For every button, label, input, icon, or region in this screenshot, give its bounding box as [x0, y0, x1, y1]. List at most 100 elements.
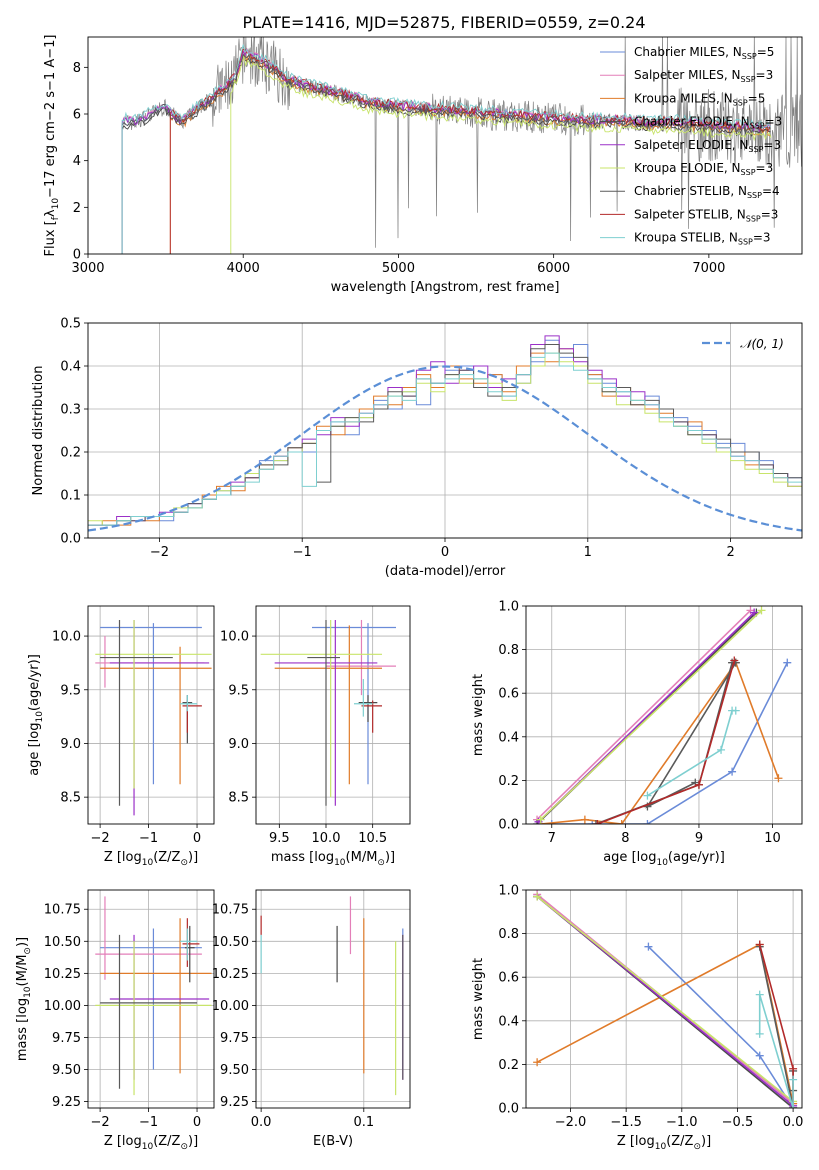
errorbar-marks	[95, 619, 212, 816]
x-label-part: (age/yr)]	[668, 850, 725, 865]
y-tick-label: 1.0	[498, 600, 519, 615]
weight-marker-cm	[728, 767, 737, 776]
y-tick-label: 10.00	[212, 999, 249, 1014]
legend-entry: Chabrier MILES, NSSP=5	[634, 45, 774, 61]
x-tick-label: −2	[91, 831, 110, 846]
y-label-part: ⊙	[23, 947, 33, 955]
y-label-part: mass [log	[15, 998, 30, 1061]
x-tick-label: 0	[441, 545, 449, 560]
x-tick-label: 7	[548, 831, 556, 846]
weight-marker-ss	[593, 820, 602, 824]
y-tick-label: 9.5	[228, 683, 249, 698]
weight-line-km	[536, 943, 794, 1108]
y-tick-label: 0.0	[498, 1102, 519, 1117]
legend-sub: SSP	[741, 168, 756, 177]
legend-entry: Chabrier ELODIE, NSSP=3	[634, 115, 782, 131]
x-axis-label: wavelength [Angstrom, rest frame]	[331, 280, 560, 295]
y-label-part: age [log	[27, 723, 42, 776]
y-tick-label: 0.2	[498, 1058, 519, 1073]
y-tick-label: 8.5	[60, 791, 81, 806]
model-spectrum-ce	[121, 56, 771, 254]
legend-tail: =3	[753, 231, 771, 245]
legend-main: Kroupa ELODIE, N	[634, 161, 741, 175]
spectrum-lines	[121, 37, 802, 254]
legend-tail: =3	[756, 68, 774, 82]
errorbar-marks	[260, 619, 396, 806]
weight-marker-cm	[644, 942, 653, 951]
weight-marker-cm	[643, 820, 652, 824]
legend-tail: =3	[756, 161, 774, 175]
legend-main: Chabrier MILES, N	[634, 45, 742, 59]
mass-age-panel: 9.5 10.0 10.5 8.5 9.0 9.5 10.0 mass [log10(M/M⊙…	[220, 605, 411, 868]
legend-sub: SSP	[750, 122, 765, 131]
y-label-part: f	[51, 216, 61, 220]
x-label-part: ⊙	[180, 858, 188, 868]
x-label-part: 10	[142, 1142, 154, 1152]
y-label-part: ]	[43, 35, 58, 40]
model-spectrum-se	[121, 48, 771, 254]
x-tick-label: 10.5	[358, 831, 387, 846]
y-tick-label: 10.00	[44, 999, 81, 1014]
x-tick-label: 0.0	[251, 1115, 272, 1130]
errorbar-marks	[95, 896, 212, 1096]
legend-entry: Salpeter STELIB, NSSP=3	[634, 207, 778, 223]
legend-entry: Kroupa ELODIE, NSSP=3	[634, 161, 773, 177]
weight-line-ke	[536, 895, 794, 1103]
y-tick-label: 9.5	[60, 683, 81, 698]
x-tick-label: −1	[139, 1115, 158, 1130]
y-tick-label: 10.50	[212, 935, 249, 950]
model-spectrum-km	[169, 52, 771, 254]
x-label-part: Z [log	[104, 1134, 142, 1149]
axes-frame	[87, 322, 803, 539]
x-tick-label: 2	[726, 545, 734, 560]
weight-lines	[533, 606, 792, 824]
y-tick-label: 0.4	[498, 1014, 519, 1029]
weight-line-sm	[536, 609, 752, 821]
legend-main: Salpeter MILES, N	[634, 68, 741, 82]
x-label-part: ⊙	[693, 1142, 701, 1152]
weight-marker-km	[617, 820, 626, 824]
legend-main: Kroupa MILES, N	[634, 91, 733, 105]
metallicity-age-panel: −2 −1 08.59.09.510.0Z [log10(Z/Z⊙)]age [lo…	[27, 605, 215, 868]
y-tick-label: 0.4	[60, 360, 81, 375]
legend-main: Salpeter ELODIE, N	[634, 138, 748, 152]
x-axis-label: age [log10(age/yr)]	[603, 850, 725, 868]
weight-line-ss	[597, 660, 736, 824]
y-tick-label: 0.2	[498, 774, 519, 789]
histogram-lines	[88, 335, 802, 532]
x-tick-label: 8	[621, 831, 629, 846]
weight-line-km	[540, 660, 780, 824]
legend-main: Chabrier ELODIE, N	[634, 115, 750, 129]
model-spectrum-cs	[121, 53, 771, 254]
residual-histogram-panel: −2 −1 0 1 2 0.0 0.1 0.2 0.3 0.4 0.5 (data-model)/er…	[31, 317, 803, 579]
axes-frame	[87, 605, 215, 825]
histogram-step-ks	[88, 352, 802, 526]
y-tick-label: 10.50	[44, 935, 81, 950]
x-label-part: 10	[142, 858, 154, 868]
y-tick-label: 10.0	[52, 630, 81, 645]
y-tick-label: 0.5	[60, 317, 81, 332]
y-label-part: −17	[43, 170, 58, 197]
y-tick-label: 0.6	[498, 687, 519, 702]
y-tick-label: 9.0	[228, 737, 249, 752]
weight-marker-cm	[755, 1051, 764, 1060]
weight-line-ks	[758, 994, 794, 1108]
y-tick-label: 9.25	[52, 1095, 81, 1110]
x-tick-label: 0	[193, 831, 201, 846]
weight-marker-cm	[588, 820, 597, 824]
y-tick-label: 10.75	[212, 903, 249, 918]
x-tick-label: 7000	[692, 261, 725, 276]
weight-marker-ss	[694, 780, 703, 789]
y-tick-label: 0.2	[60, 446, 81, 461]
weight-marker-ks	[731, 706, 740, 715]
x-tick-label: 1	[584, 545, 592, 560]
weight-marker-ke	[536, 815, 545, 824]
y-axis-label: mass [log10(M/M⊙)]	[15, 937, 33, 1061]
y-label-part: 10	[51, 198, 61, 210]
x-tick-label: 5000	[382, 261, 415, 276]
y-tick-label: 0.0	[498, 818, 519, 833]
x-label-part: Z [log	[104, 850, 142, 865]
weight-marker-ss	[730, 656, 739, 665]
y-tick-label: 10.0	[220, 630, 249, 645]
x-axis-label: Z [log10(Z/Z⊙)]	[617, 1134, 711, 1152]
